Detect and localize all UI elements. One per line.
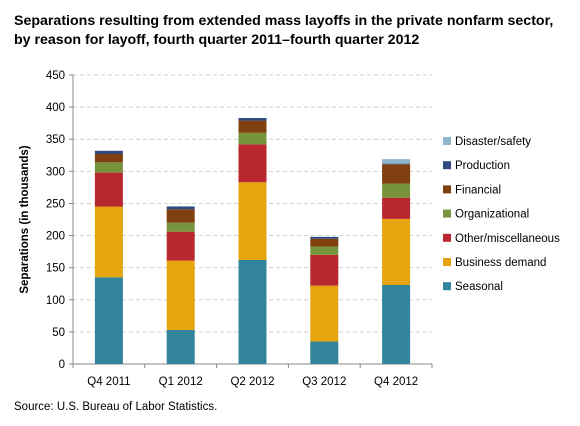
bar-segment-business-demand [94,206,123,278]
source-note: Source: U.S. Bureau of Labor Statistics. [14,401,218,413]
bar-segment-production [94,150,123,154]
bar-segment-other-miscellaneous [310,254,339,286]
y-axis-label: Separations (in thousands) [19,145,31,293]
legend-label: Seasonal [455,281,503,293]
bar-segment-organizational [382,183,411,198]
bar-segment-disaster-safety [166,206,195,207]
legend-swatch [443,185,451,194]
x-tick-label: Q2 2012 [230,376,274,388]
legend-swatch [443,282,451,291]
bar-segment-production [166,206,195,210]
bar-segment-financial [382,164,411,184]
bar-segment-seasonal [382,285,411,364]
x-tick-label: Q1 2012 [159,376,203,388]
bar-segment-other-miscellaneous [238,144,267,183]
bar-segment-business-demand [238,182,267,260]
bar-segment-other-miscellaneous [382,197,411,219]
bar-segment-seasonal [238,259,267,364]
legend-label: Organizational [455,209,529,221]
bar-segment-organizational [310,246,339,255]
chart-title: Separations resulting from extended mass… [14,12,574,50]
bar-segment-business-demand [310,285,339,342]
bar-segment-seasonal [94,277,123,364]
bar-segment-other-miscellaneous [166,231,195,261]
legend-swatch [443,209,451,218]
chart-title-line-2: by reason for layoff, fourth quarter 201… [14,32,420,48]
tick-labels: 0 50 100 150 200 250 300 350 400 450 Q4 2011 Q1 201… [46,70,418,388]
legend-swatch [443,233,451,242]
y-tick-label: 450 [46,70,65,82]
bar-segment-organizational [94,162,123,173]
y-tick-label: 250 [46,198,65,210]
y-tick-label: 400 [46,102,65,114]
legend-label: Business demand [455,257,546,269]
y-tick-label: 300 [46,166,65,178]
bars [94,118,411,364]
y-tick-label: 350 [46,134,65,146]
y-tick-label: 100 [46,295,65,307]
legend-swatch [443,137,451,145]
bar-segment-production [238,118,267,121]
legend-label: Disaster/safety [455,136,531,148]
legend-swatch [443,258,451,266]
legend: Disaster/safety Production Financial Organi… [443,136,560,293]
bar-segment-seasonal [310,341,339,364]
x-tick-label: Q4 2012 [374,376,418,388]
bar-segment-financial [166,209,195,223]
legend-swatch [443,161,451,170]
y-tick-label: 0 [59,359,65,371]
bar-segment-business-demand [382,218,411,286]
bar-segment-financial [94,153,123,163]
y-tick-label: 50 [52,327,65,339]
x-tick-label: Q3 2012 [302,376,346,388]
gridlines [73,74,432,333]
bar-segment-production [382,163,411,165]
bar-segment-seasonal [166,329,195,364]
bar-segment-disaster-safety [382,159,411,164]
y-tick-label: 200 [46,231,65,243]
legend-label: Other/miscellaneous [455,233,560,245]
y-tick-label: 150 [46,263,65,275]
bar-segment-business-demand [166,260,195,330]
chart-title-line-1: Separations resulting from extended mass… [14,13,554,29]
legend-label: Production [455,160,510,172]
bar-segment-production [310,236,339,239]
x-tick-label: Q4 2011 [87,376,130,388]
bar-segment-organizational [166,222,195,232]
bar-segment-organizational [238,132,267,145]
bar-segment-other-miscellaneous [94,172,123,207]
bar-segment-financial [238,120,267,133]
legend-label: Financial [455,184,501,196]
bar-segment-financial [310,238,339,247]
